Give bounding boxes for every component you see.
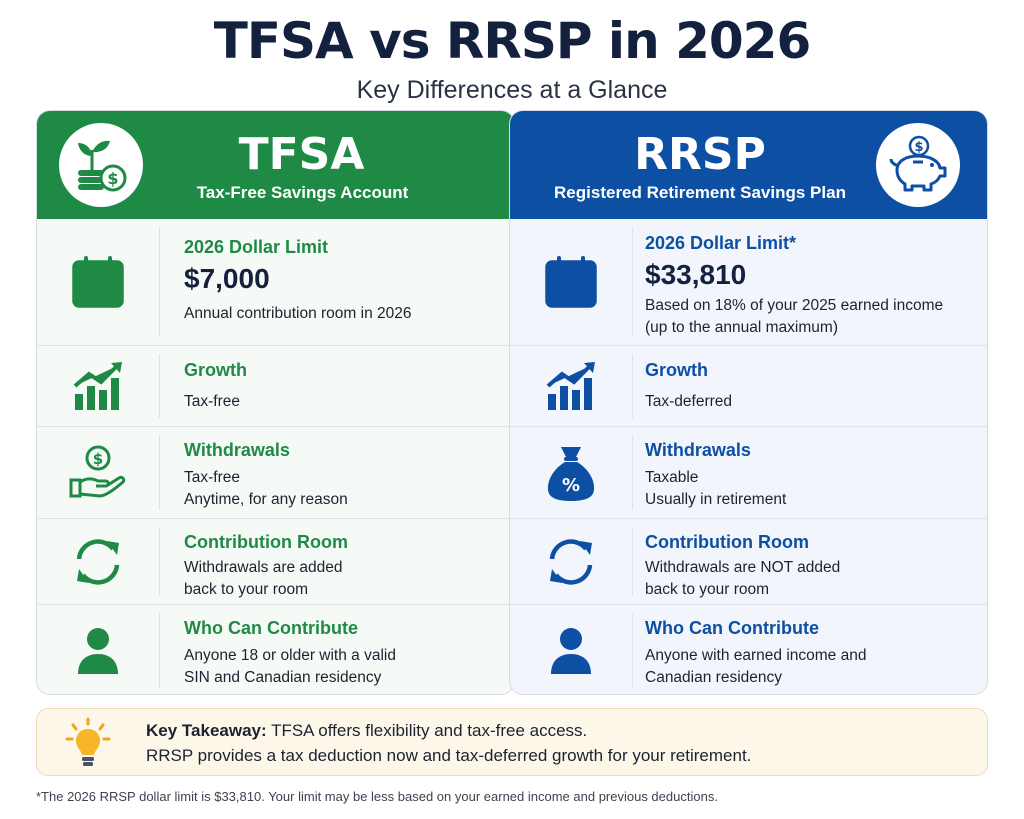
plant-coins-icon: $	[59, 123, 143, 207]
tfsa-full-name: Tax-Free Savings Account	[196, 183, 409, 202]
tfsa-withdrawals-desc-1: Tax-free	[184, 469, 240, 486]
rrsp-growth-desc: Tax-deferred	[645, 393, 733, 410]
tfsa-limit-heading: 2026 Dollar Limit	[184, 237, 329, 257]
rrsp-who-row: Who Can Contribute Anyone with earned in…	[510, 604, 987, 694]
rrsp-who-heading: Who Can Contribute	[645, 618, 819, 638]
rrsp-who-desc-2: Canadian residency	[645, 669, 783, 686]
tfsa-contribution-room-row: Contribution Room Withdrawals are added …	[37, 518, 514, 604]
growth-chart-icon	[510, 346, 632, 426]
percent-sign: %	[562, 475, 580, 496]
rrsp-withdrawals-desc-2: Usually in retirement	[645, 491, 787, 508]
rrsp-limit-desc-1: Based on 18% of your 2025 earned income	[645, 297, 944, 314]
tfsa-withdrawals-heading: Withdrawals	[184, 440, 290, 460]
tfsa-withdrawals-desc-2: Anytime, for any reason	[184, 491, 348, 508]
tfsa-contribution-room-heading: Contribution Room	[184, 532, 348, 552]
rrsp-full-name: Registered Retirement Savings Plan	[554, 183, 846, 202]
rrsp-contribution-room-heading: Contribution Room	[645, 532, 809, 552]
refresh-icon	[37, 519, 159, 604]
piggy-bank-icon: $	[876, 123, 960, 207]
rrsp-contribution-room-desc-2: back to your room	[645, 581, 770, 598]
dollar-sign: $	[914, 140, 923, 155]
rrsp-header: RRSP Registered Retirement Savings Plan …	[510, 111, 987, 219]
tfsa-growth-row: Growth Tax-free	[37, 345, 514, 426]
tfsa-growth-heading: Growth	[184, 360, 247, 380]
tfsa-withdrawals-row: $ Withdrawals Tax-free Anytime, for any …	[37, 426, 514, 518]
key-takeaway-box: Key Takeaway: TFSA offers flexibility an…	[36, 708, 988, 776]
rrsp-contribution-room-row: Contribution Room Withdrawals are NOT ad…	[510, 518, 987, 604]
rrsp-limit-desc-2: (up to the annual maximum)	[645, 319, 838, 336]
hand-coin-icon: $	[37, 427, 159, 518]
dollar-sign: $	[107, 169, 118, 188]
tfsa-who-desc-2: SIN and Canadian residency	[184, 669, 382, 686]
rrsp-growth-row: Growth Tax-deferred	[510, 345, 987, 426]
dollar-sign: $	[93, 450, 103, 468]
percent-bag-icon: %	[510, 427, 632, 518]
tfsa-who-heading: Who Can Contribute	[184, 618, 358, 638]
tfsa-header: $ TFSA Tax-Free Savings Account	[37, 111, 514, 219]
tfsa-growth-desc: Tax-free	[184, 393, 240, 410]
rrsp-column: RRSP Registered Retirement Savings Plan …	[509, 110, 988, 695]
page-title: TFSA vs RRSP in 2026	[213, 12, 812, 70]
calendar-icon	[37, 219, 159, 345]
rrsp-who-desc-1: Anyone with earned income and	[645, 647, 867, 664]
rrsp-name: RRSP	[634, 129, 766, 180]
tfsa-who-row: Who Can Contribute Anyone 18 or older wi…	[37, 604, 514, 694]
footnote: *The 2026 RRSP dollar limit is $33,810. …	[36, 789, 718, 804]
rrsp-limit-amount: $33,810	[645, 259, 747, 290]
takeaway-label: Key Takeaway:	[146, 721, 267, 740]
refresh-icon	[510, 519, 632, 604]
tfsa-contribution-room-desc-1: Withdrawals are added	[184, 559, 343, 576]
lightbulb-icon	[65, 717, 111, 776]
tfsa-limit-row: 2026 Dollar Limit $7,000 Annual contribu…	[37, 219, 514, 345]
person-icon	[37, 605, 159, 694]
tfsa-name: TFSA	[238, 129, 365, 180]
tfsa-contribution-room-desc-2: back to your room	[184, 581, 309, 598]
person-icon	[510, 605, 632, 694]
tfsa-who-desc-1: Anyone 18 or older with a valid	[184, 647, 396, 664]
takeaway-line-1: Key Takeaway: TFSA offers flexibility an…	[146, 721, 587, 741]
growth-chart-icon	[37, 346, 159, 426]
page-subtitle: Key Differences at a Glance	[356, 76, 668, 104]
rrsp-withdrawals-heading: Withdrawals	[645, 440, 751, 460]
rrsp-limit-row: 2026 Dollar Limit* $33,810 Based on 18% …	[510, 219, 987, 345]
tfsa-column: $ TFSA Tax-Free Savings Account 2026 Dol…	[36, 110, 515, 695]
rrsp-contribution-room-desc-1: Withdrawals are NOT added	[645, 559, 841, 576]
tfsa-limit-amount: $7,000	[184, 263, 270, 294]
rrsp-limit-heading: 2026 Dollar Limit*	[645, 233, 797, 253]
takeaway-text-1: TFSA offers flexibility and tax-free acc…	[266, 721, 588, 740]
rrsp-withdrawals-row: % Withdrawals Taxable Usually in retirem…	[510, 426, 987, 518]
rrsp-withdrawals-desc-1: Taxable	[645, 469, 699, 486]
rrsp-growth-heading: Growth	[645, 360, 708, 380]
takeaway-line-2: RRSP provides a tax deduction now and ta…	[146, 746, 752, 765]
tfsa-limit-desc: Annual contribution room in 2026	[184, 305, 412, 322]
calendar-icon	[510, 219, 632, 345]
